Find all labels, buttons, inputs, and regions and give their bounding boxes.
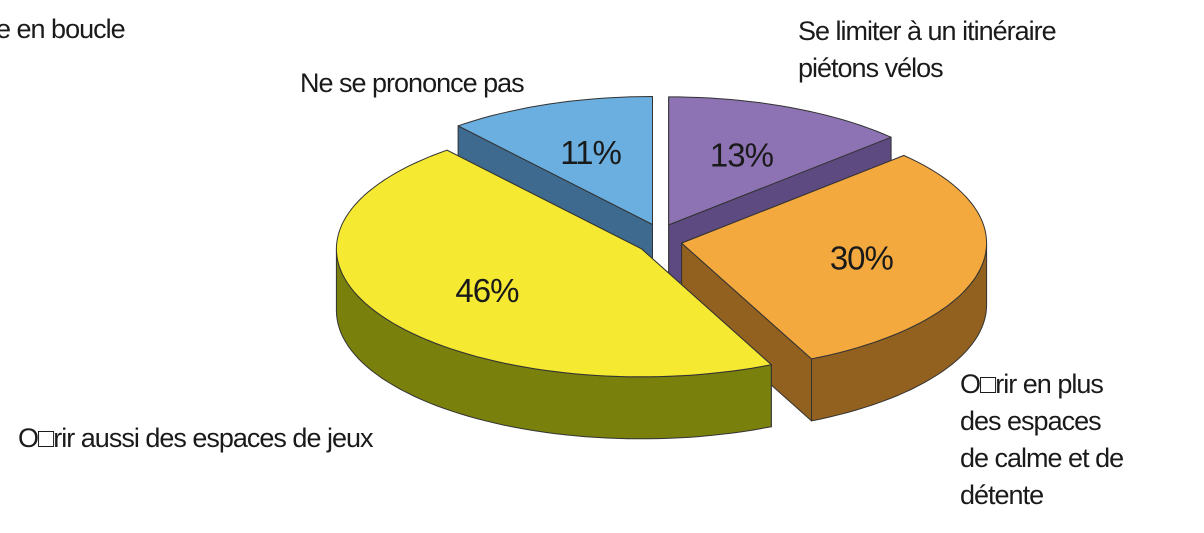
value-label: 30% — [830, 239, 894, 276]
category-label: O□rir en plus des espaces de calme et de dé… — [960, 369, 1123, 510]
slice-top — [668, 96, 892, 226]
category-label: O□rir aussi des espaces de jeux — [18, 423, 374, 453]
slice-top — [681, 155, 988, 360]
slice — [335, 149, 772, 440]
slice-top — [335, 149, 772, 378]
value-label: 13% — [710, 136, 774, 173]
category-label: Se limiter à un itinéraire piétons vélos — [798, 16, 1056, 83]
value-label: 46% — [455, 272, 519, 309]
category-label: Ne se prononce pas — [300, 68, 524, 98]
annotation: e en boucle — [0, 14, 125, 44]
slice-top — [457, 96, 653, 225]
value-label: 11% — [560, 134, 621, 171]
